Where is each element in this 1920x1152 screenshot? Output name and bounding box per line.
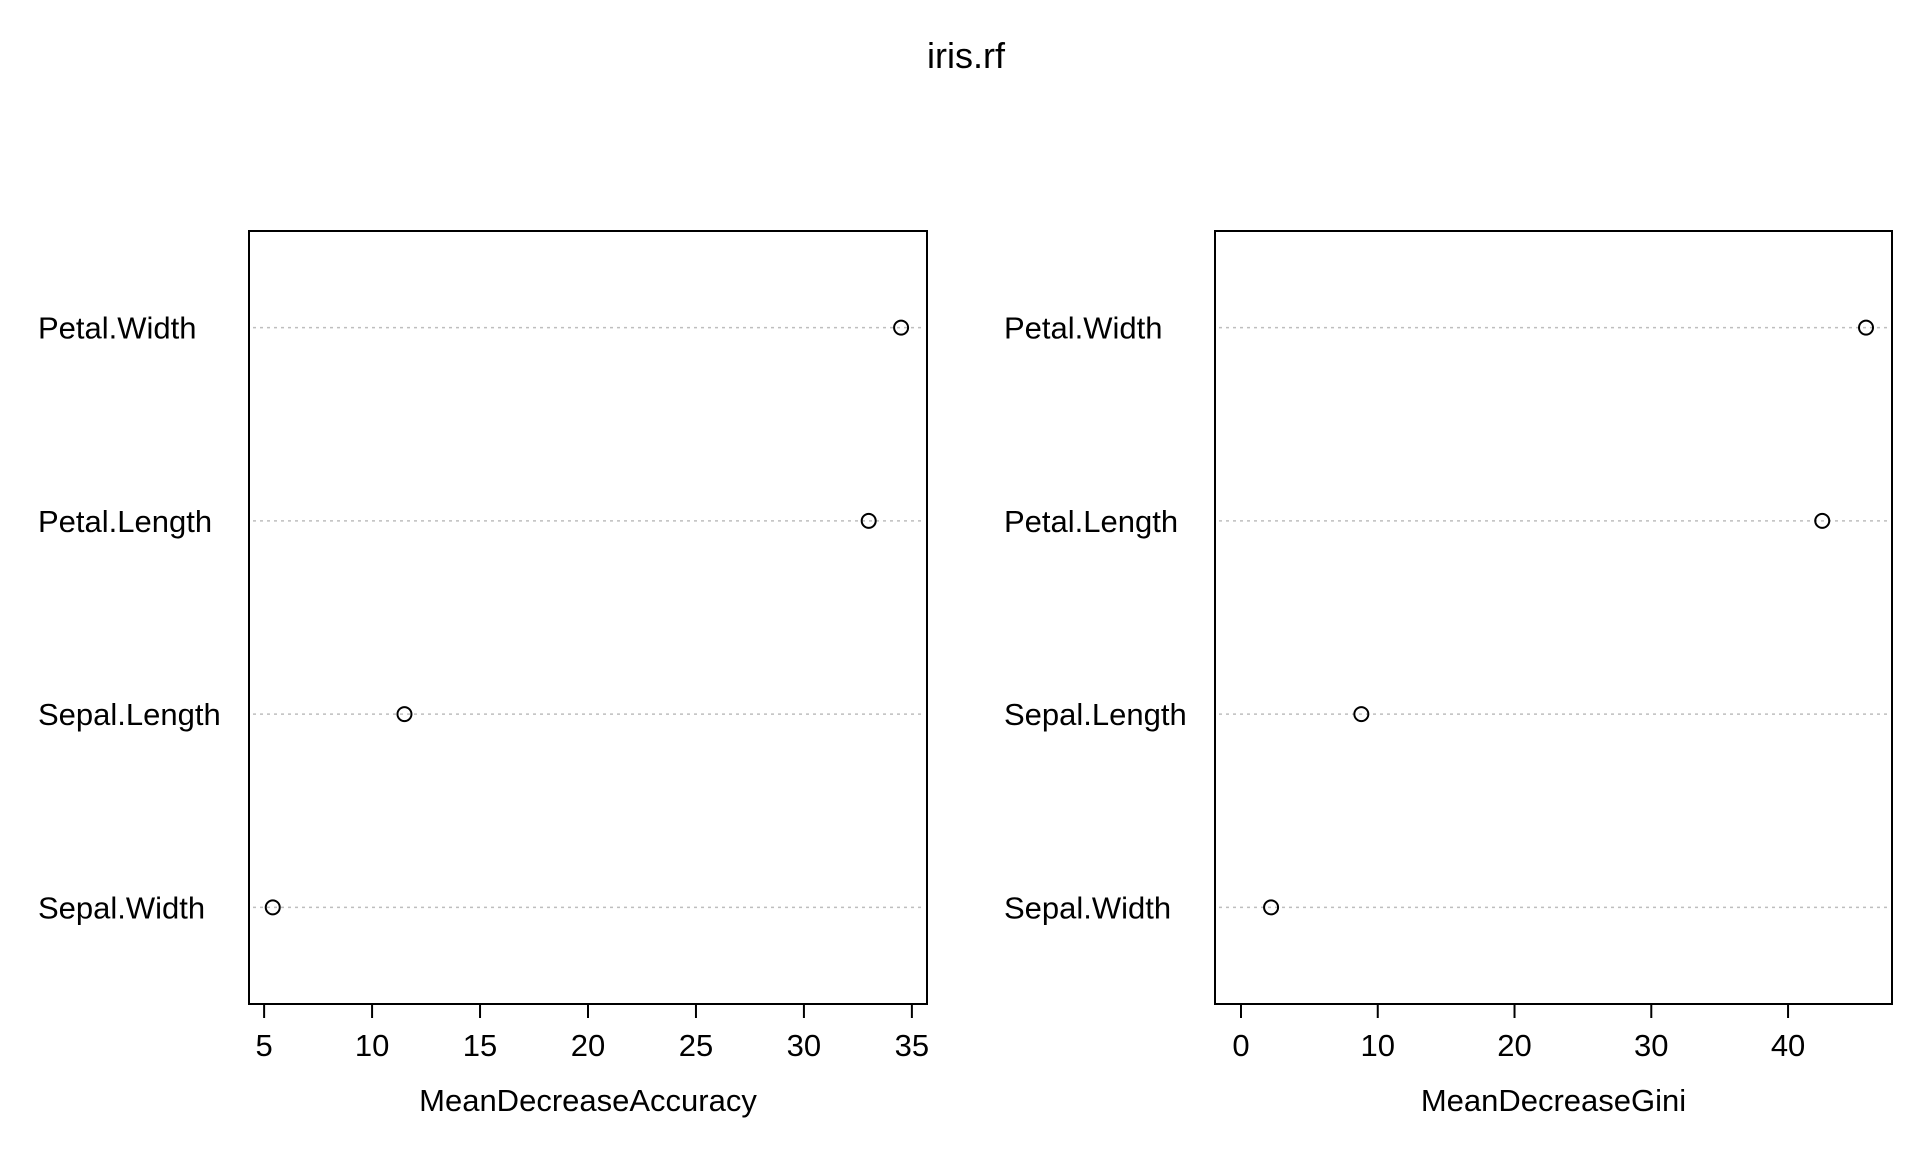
row-label-4: Sepal.Width [38, 890, 205, 925]
x-axis-title: MeanDecreaseGini [1421, 1083, 1686, 1118]
x-tick-label: 15 [463, 1028, 497, 1063]
plot-frame [1214, 230, 1893, 1005]
x-tick-label: 10 [355, 1028, 389, 1063]
data-point-1 [893, 319, 910, 336]
row-label-2: Petal.Length [1004, 504, 1178, 539]
x-tick-label: 30 [1634, 1028, 1668, 1063]
row-label-3: Sepal.Length [38, 697, 221, 732]
row-label-2: Petal.Length [38, 504, 212, 539]
x-axis-title: MeanDecreaseAccuracy [419, 1083, 757, 1118]
x-tick-label: 20 [571, 1028, 605, 1063]
plot-frame [248, 230, 928, 1005]
panel-2: Petal.Width Petal.Length Sepal.Length Sepal… [1004, 230, 1893, 1118]
row-label-3: Sepal.Length [1004, 697, 1187, 732]
x-tick-label: 0 [1232, 1028, 1249, 1063]
data-point-2 [860, 512, 877, 529]
x-tick-label: 10 [1361, 1028, 1395, 1063]
data-point-1 [1858, 319, 1875, 336]
data-point-4 [264, 899, 281, 916]
x-tick-label: 5 [255, 1028, 272, 1063]
x-tick-label: 30 [787, 1028, 821, 1063]
chart-title: iris.rf [927, 35, 1006, 76]
data-point-2 [1814, 512, 1831, 529]
data-point-4 [1263, 899, 1280, 916]
row-label-4: Sepal.Width [1004, 890, 1171, 925]
row-label-1: Petal.Width [1004, 311, 1163, 346]
row-label-1: Petal.Width [38, 311, 197, 346]
data-point-3 [396, 706, 413, 723]
panel-1: Petal.Width Petal.Length Sepal.Length Sepal… [38, 230, 929, 1118]
data-point-3 [1353, 706, 1370, 723]
x-tick-label: 35 [895, 1028, 929, 1063]
x-tick-label: 20 [1497, 1028, 1531, 1063]
x-tick-label: 40 [1771, 1028, 1805, 1063]
x-tick-label: 25 [679, 1028, 713, 1063]
